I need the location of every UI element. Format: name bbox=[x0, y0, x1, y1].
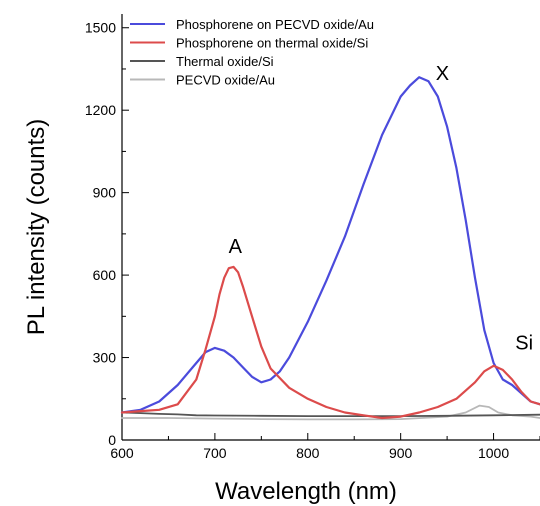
legend-label-1: Phosphorene on thermal oxide/Si bbox=[176, 36, 368, 51]
x-axis-title: Wavelength (nm) bbox=[215, 478, 397, 505]
series-line-2 bbox=[121, 411, 540, 418]
legend-label-0: Phosphorene on PECVD oxide/Au bbox=[176, 17, 374, 32]
y-tick-label: 600 bbox=[93, 267, 117, 283]
x-tick-label: 900 bbox=[389, 445, 413, 461]
y-tick-label: 0 bbox=[108, 432, 116, 448]
legend: Phosphorene on PECVD oxide/Au Phosphoren… bbox=[130, 17, 374, 88]
x-tick-label: 800 bbox=[296, 445, 320, 461]
series-line-0 bbox=[120, 76, 540, 414]
y-tick-label: 300 bbox=[93, 350, 117, 366]
x-tick-label: 700 bbox=[203, 445, 227, 461]
x-tick-label: 600 bbox=[110, 445, 134, 461]
x-tick-label: 1000 bbox=[478, 445, 509, 461]
y-ticks: 0 300 600 900 1200 1500 bbox=[85, 20, 129, 448]
y-tick-label: 900 bbox=[93, 185, 117, 201]
y-tick-label: 1500 bbox=[85, 20, 116, 36]
legend-label-3: PECVD oxide/Au bbox=[176, 73, 275, 88]
y-tick-label: 1200 bbox=[85, 102, 116, 118]
axes bbox=[121, 14, 540, 441]
legend-label-2: Thermal oxide/Si bbox=[176, 54, 274, 69]
x-ticks: 600 700 800 900 1000 bbox=[110, 433, 540, 461]
annotation-label: X bbox=[436, 63, 449, 85]
series-line-1 bbox=[120, 265, 540, 420]
annotation-label: Si bbox=[515, 332, 533, 354]
annotation-label: A bbox=[229, 236, 243, 258]
y-axis-title: PL intensity (counts) bbox=[23, 119, 50, 336]
series-layer bbox=[120, 76, 540, 421]
annotation-layer: X A Si bbox=[229, 63, 533, 354]
